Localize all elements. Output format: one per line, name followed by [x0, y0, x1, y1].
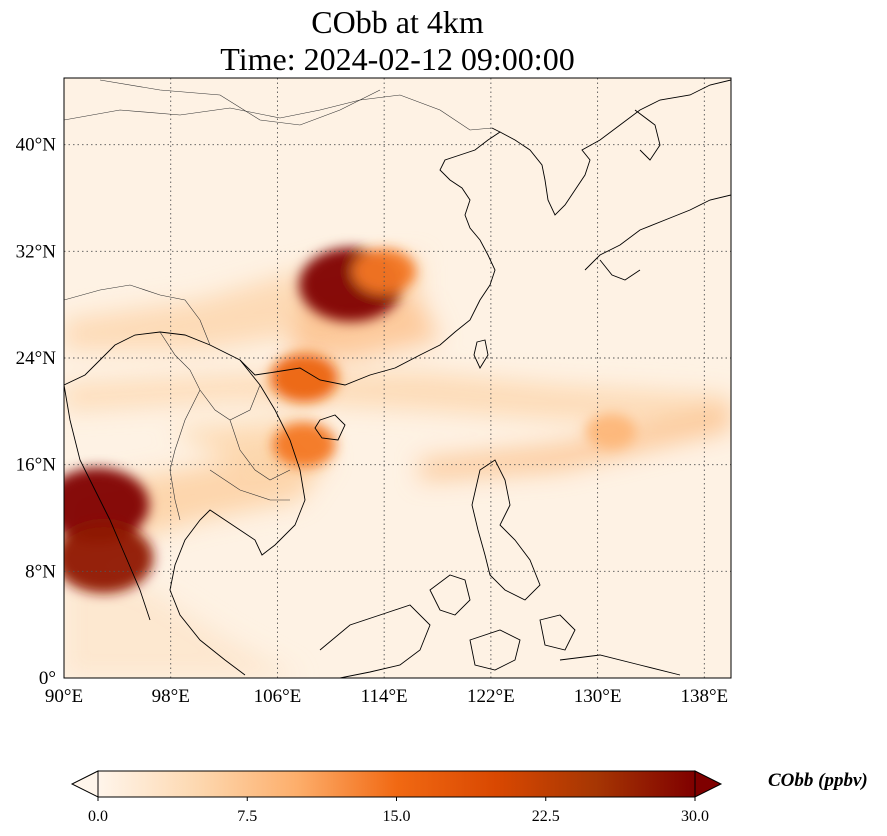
concentration-hotspot-2 [269, 353, 339, 403]
coastlines [64, 79, 731, 678]
concentration-hotspot-6 [585, 413, 637, 450]
colorbar-extend-min [70, 770, 99, 798]
concentration-field [64, 247, 731, 678]
latitude-tick-label: 32°N [16, 241, 57, 262]
colorbar-tick-label: 22.5 [532, 808, 560, 825]
colorbar-gradient [98, 771, 695, 797]
country-borders [64, 79, 493, 521]
concentration-hotspot-3 [64, 467, 150, 542]
longitude-tick-label: 122°E [467, 686, 515, 707]
map-frame [63, 77, 732, 679]
latitude-tick-label: 24°N [16, 348, 57, 369]
colorbar: 0.0 7.5 15.0 22.5 30.0 [70, 770, 723, 825]
latitude-tick-label: 40°N [16, 135, 57, 156]
colorbar-tick-label: 15.0 [383, 808, 411, 825]
colorbar-label: CObb (ppbv) [768, 770, 868, 791]
gridlines [64, 78, 731, 678]
latitude-axis: 0° 8°N 16°N 24°N 32°N 40°N [16, 135, 57, 689]
longitude-tick-label: 106°E [254, 686, 302, 707]
colorbar-tick-label: 7.5 [237, 808, 257, 825]
plot-subtitle: Time: 2024-02-12 09:00:00 [220, 41, 575, 77]
colorbar-tick-label: 0.0 [88, 808, 108, 825]
longitude-axis: 90°E 98°E 106°E 114°E 122°E 130°E 138°E [45, 686, 728, 707]
colorbar-ticks: 0.0 7.5 15.0 22.5 30.0 [88, 797, 709, 825]
latitude-tick-label: 16°N [16, 455, 57, 476]
latitude-tick-label: 8°N [25, 561, 56, 582]
concentration-hotspots [64, 247, 637, 594]
colorbar-extend-max [694, 770, 723, 798]
plot-title: CObb at 4km [311, 4, 484, 40]
longitude-tick-label: 90°E [45, 686, 83, 707]
map-panel: 90°E 98°E 106°E 114°E 122°E 130°E 138°E 0° 8°N 1… [16, 77, 732, 707]
longitude-tick-label: 138°E [680, 686, 728, 707]
concentration-hotspot-5 [272, 422, 336, 468]
concentration-hotspot-4 [64, 522, 154, 594]
longitude-tick-label: 98°E [152, 686, 190, 707]
colorbar-tick-label: 30.0 [681, 808, 709, 825]
concentration-hotspot-1 [352, 248, 416, 294]
latitude-tick-label: 0° [39, 668, 56, 689]
longitude-tick-label: 114°E [361, 686, 408, 707]
longitude-tick-label: 130°E [574, 686, 622, 707]
